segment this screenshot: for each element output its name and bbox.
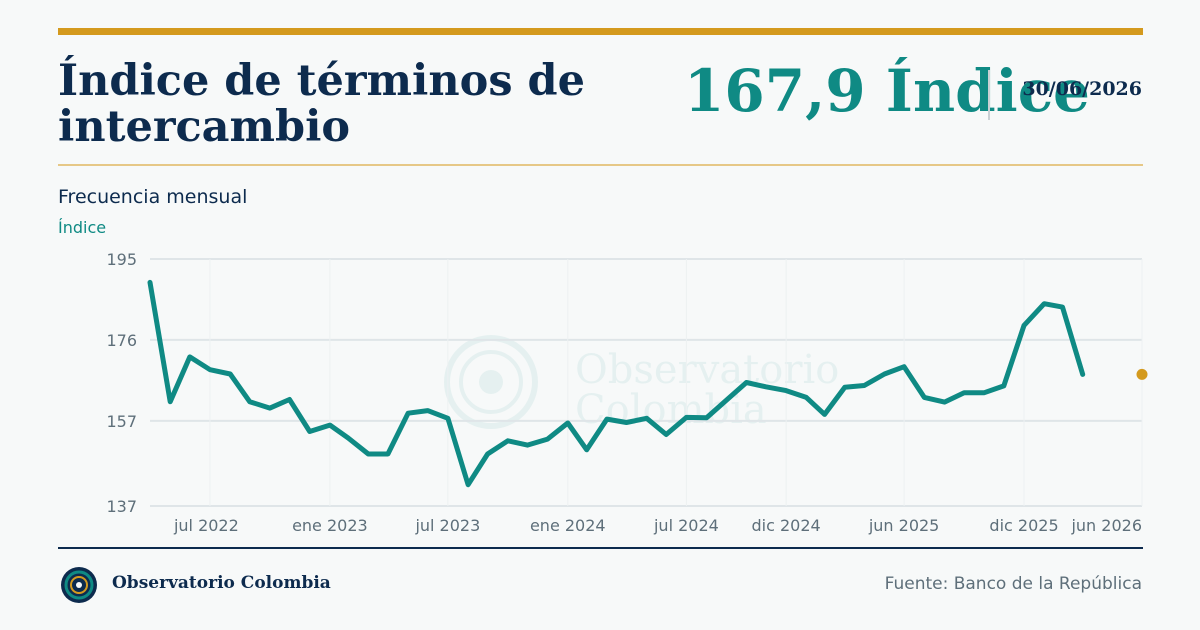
y-tick-label: 157	[106, 412, 137, 431]
page-title: Índice de términos de intercambio	[58, 56, 585, 152]
top-accent-bar	[58, 28, 1143, 35]
latest-value: 167,9 Índice	[684, 57, 1090, 125]
x-tick-label: ene 2023	[292, 516, 368, 535]
y-tick-label: 176	[106, 331, 137, 350]
brand-name: Observatorio Colombia	[112, 573, 331, 593]
x-axis-ticks: jul 2022 ene 2023 jul 2023 ene 2024 jul 2024…	[173, 516, 1142, 535]
data-source: Fuente: Banco de la República	[884, 574, 1142, 594]
x-tick-label: dic 2024	[752, 516, 821, 535]
chart-subtitle: Frecuencia mensual	[58, 186, 248, 208]
watermark-logo-icon	[444, 335, 538, 429]
x-tick-label: ene 2024	[530, 516, 606, 535]
y-tick-label: 137	[106, 497, 137, 516]
y-tick-label: 195	[106, 250, 137, 269]
header-rule	[58, 164, 1143, 166]
observatorio-logo-icon	[61, 567, 97, 603]
footer-rule	[58, 547, 1143, 549]
y-axis-ticks: 137 157 176 195	[106, 250, 137, 516]
last-data-point	[1136, 368, 1148, 380]
header-divider	[988, 70, 990, 120]
x-tick-label: jul 2023	[414, 516, 480, 535]
x-tick-label: jun 2025	[868, 516, 940, 535]
x-tick-label: dic 2025	[989, 516, 1058, 535]
x-tick-label: jul 2024	[653, 516, 719, 535]
series-layer	[147, 279, 1148, 488]
x-tick-label: jul 2022	[173, 516, 239, 535]
x-tick-label: jun 2026	[1070, 516, 1142, 535]
watermark-text-line1: Observatorio	[575, 347, 839, 393]
y-axis-label: Índice	[58, 218, 107, 237]
series-line	[147, 279, 1086, 488]
latest-date: 30/06/2026	[1022, 78, 1142, 100]
